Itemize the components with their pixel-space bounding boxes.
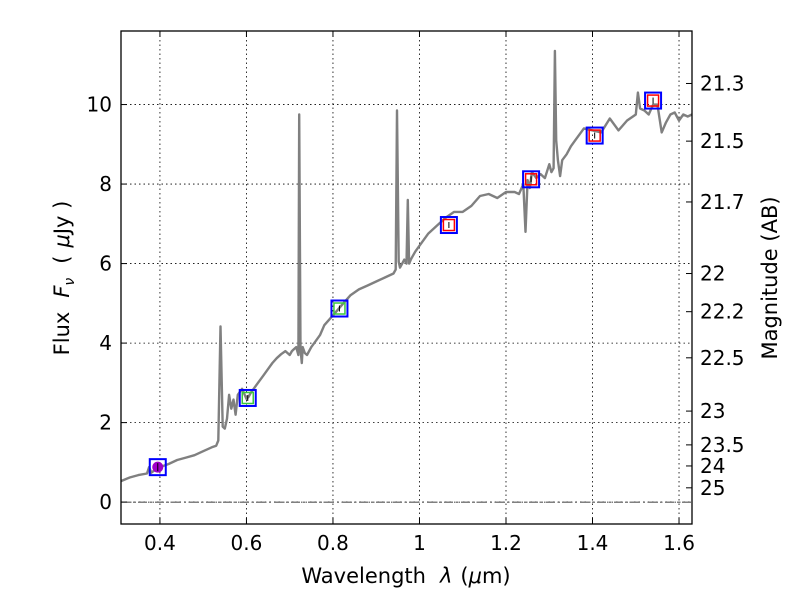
model-flux-marker — [588, 129, 601, 142]
y-tick-label: 10 — [87, 93, 112, 117]
x-tick-label: 0.8 — [317, 531, 349, 555]
x-tick-label: 1 — [413, 531, 426, 555]
photometry-point-0 — [148, 458, 167, 477]
mag-tick-label: 22.5 — [700, 346, 745, 370]
y-tick-label: 0 — [99, 490, 112, 514]
y-tick-label: 4 — [99, 331, 112, 355]
mag-tick-label: 23 — [700, 399, 725, 423]
model-flux-marker — [241, 391, 254, 405]
mag-tick-label: 21.3 — [700, 71, 745, 95]
mag-tick-label: 23.5 — [700, 433, 745, 457]
observed-flux-marker — [522, 170, 541, 189]
tick-labels: 0.4 0.6 0.8 1 1.2 1.4 1.6024681021.321.521.722… — [87, 71, 745, 555]
mag-tick-label: 22.2 — [700, 300, 745, 324]
y-tick-label: 8 — [99, 172, 112, 196]
grid-lines — [121, 31, 692, 524]
y-tick-label: 2 — [99, 411, 112, 435]
mag-tick-label: 25 — [700, 476, 725, 500]
x-axis-label: Wavelength λ (μm) — [301, 564, 510, 588]
mag-tick-label: 21.7 — [700, 190, 745, 214]
model-flux-marker — [524, 173, 538, 186]
observed-flux-marker — [439, 216, 458, 235]
photometry-point-1 — [238, 388, 257, 407]
model-flux-marker — [646, 94, 660, 107]
mag-tick-label: 21.5 — [700, 129, 745, 153]
mag-tick-label: 24 — [700, 454, 725, 478]
observed-flux-marker — [238, 388, 257, 407]
axis-ticks — [121, 31, 692, 524]
photometry-point-2 — [330, 299, 349, 318]
x-tick-label: 0.4 — [144, 531, 176, 555]
observed-flux-marker — [148, 458, 167, 477]
photometry-point-5 — [585, 126, 604, 145]
model-spectrum-line — [120, 49, 693, 483]
observed-flux-marker — [330, 299, 349, 318]
y-tick-label: 6 — [99, 252, 112, 276]
observed-flux-marker — [644, 91, 663, 110]
model-flux-marker — [442, 218, 456, 232]
y-axis-label: FluxFν(μJy ) — [50, 201, 78, 356]
x-tick-label: 0.6 — [231, 531, 263, 555]
photometry-point-6 — [644, 91, 663, 110]
observed-flux-marker — [585, 126, 604, 145]
plot-frame — [120, 30, 693, 525]
photometry-point-4 — [522, 170, 541, 189]
x-tick-label: 1.2 — [490, 531, 522, 555]
photometry-point-3 — [439, 216, 458, 235]
photometry-points — [148, 91, 663, 477]
x-tick-label: 1.4 — [577, 531, 609, 555]
magnitude-axis-label: Magnitude (AB) — [758, 196, 782, 359]
x-tick-label: 1.6 — [663, 531, 695, 555]
model-flux-marker — [333, 302, 346, 315]
mag-tick-label: 22 — [700, 262, 725, 286]
